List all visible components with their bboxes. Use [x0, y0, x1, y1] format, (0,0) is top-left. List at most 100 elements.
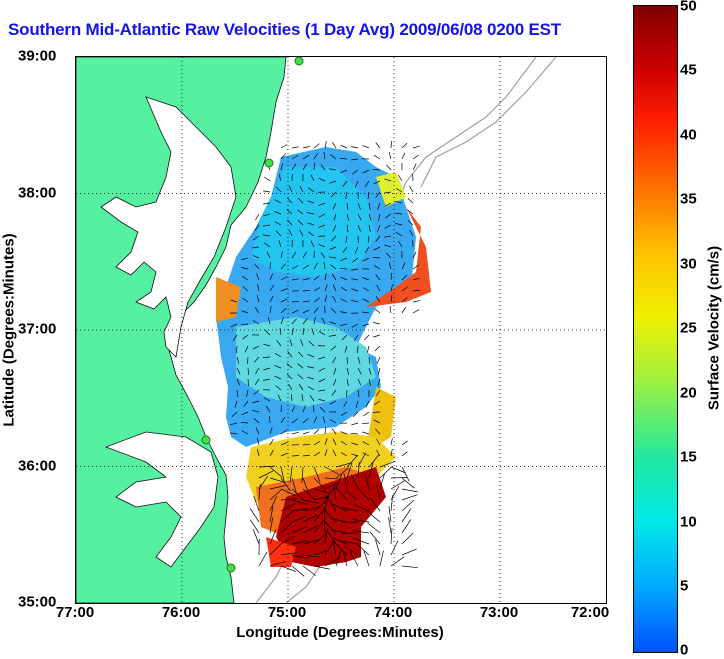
- velocity-arrow: [362, 277, 370, 281]
- velocity-arrow: [384, 224, 392, 229]
- velocity-arrow: [302, 405, 306, 413]
- velocity-arrow: [346, 454, 358, 468]
- velocity-arrow: [329, 321, 337, 325]
- velocity-arrow: [324, 466, 340, 475]
- velocity-arrow: [302, 318, 308, 325]
- velocity-arrow: [353, 530, 370, 534]
- velocity-arrow: [332, 284, 337, 292]
- velocity-arrow: [280, 503, 296, 512]
- x-tick-label: 77:00: [55, 604, 95, 621]
- velocity-arrow: [346, 202, 349, 210]
- x-tick-label: 76:00: [161, 604, 201, 621]
- velocity-arrow: [278, 174, 282, 182]
- velocity-arrow: [263, 190, 271, 193]
- velocity-arrow: [274, 211, 282, 215]
- velocity-arrow: [291, 163, 297, 171]
- velocity-arrow: [291, 309, 299, 314]
- velocity-arrow: [407, 220, 414, 226]
- velocity-arrow: [252, 400, 260, 404]
- velocity-arrow: [401, 142, 408, 149]
- velocity-arrow: [313, 416, 318, 424]
- velocity-arrow: [373, 246, 381, 251]
- velocity-arrow: [269, 506, 274, 523]
- velocity-arrow: [242, 297, 249, 303]
- velocity-arrow: [278, 240, 282, 248]
- velocity-arrow: [323, 516, 326, 534]
- velocity-arrow: [340, 286, 348, 292]
- velocity-arrow: [313, 297, 320, 303]
- velocity-arrow: [297, 363, 304, 369]
- velocity-arrow: [401, 494, 418, 501]
- velocity-arrow: [266, 251, 271, 259]
- velocity-arrow: [329, 419, 337, 424]
- velocity-arrow: [302, 539, 319, 545]
- velocity-arrow: [346, 389, 348, 398]
- velocity-arrow: [374, 308, 381, 314]
- velocity-arrow: [361, 422, 370, 425]
- velocity-arrow: [280, 498, 297, 501]
- colorbar-tick: 15: [680, 448, 697, 466]
- velocity-arrow: [302, 264, 309, 270]
- velocity-arrow: [409, 185, 414, 193]
- velocity-arrow: [257, 284, 260, 292]
- velocity-arrow: [291, 488, 304, 501]
- velocity-arrow: [291, 278, 299, 281]
- velocity-arrow: [241, 430, 249, 435]
- velocity-arrow: [362, 311, 370, 314]
- velocity-arrow: [345, 235, 348, 243]
- velocity-arrow: [288, 229, 293, 237]
- velocity-arrow: [302, 431, 310, 435]
- velocity-arrow: [254, 224, 260, 231]
- velocity-arrow: [299, 229, 304, 237]
- velocity-arrow: [255, 213, 260, 221]
- velocity-arrow: [256, 449, 260, 457]
- velocity-arrow: [375, 428, 381, 435]
- velocity-arrow: [401, 451, 408, 457]
- velocity-arrow: [346, 224, 349, 232]
- velocity-arrow: [265, 405, 271, 413]
- velocity-arrow: [324, 486, 335, 501]
- velocity-arrow: [255, 367, 260, 375]
- velocity-arrow: [335, 550, 342, 567]
- velocity-arrow: [373, 180, 381, 185]
- velocity-arrow: [313, 488, 330, 494]
- velocity-arrow: [313, 307, 319, 314]
- velocity-arrow: [252, 255, 260, 259]
- velocity-arrow: [390, 556, 405, 567]
- velocity-arrow: [362, 169, 370, 174]
- velocity-arrow: [253, 495, 260, 512]
- velocity-arrow: [352, 257, 359, 263]
- velocity-arrow: [355, 400, 359, 408]
- velocity-arrow: [269, 438, 274, 446]
- velocity-arrow: [322, 416, 326, 424]
- velocity-arrow: [368, 367, 372, 375]
- velocity-arrow: [377, 367, 381, 375]
- velocity-arrow: [274, 365, 282, 369]
- velocity-arrow: [412, 251, 417, 259]
- graticule: [76, 57, 606, 603]
- velocity-arrow: [263, 213, 271, 217]
- velocity-arrow: [339, 268, 348, 270]
- velocity-arrow: [401, 565, 418, 569]
- velocity-arrow: [298, 384, 304, 391]
- velocity-arrow: [331, 518, 348, 523]
- velocity-arrow: [401, 548, 417, 556]
- velocity-map[interactable]: [75, 56, 607, 604]
- velocity-arrow: [269, 561, 286, 567]
- map-title: Southern Mid-Atlantic Raw Velocities (1 …: [8, 20, 561, 39]
- velocity-arrow: [249, 519, 260, 534]
- velocity-arrow: [320, 252, 326, 259]
- velocity-arrow: [363, 550, 370, 567]
- velocity-arrow: [377, 202, 381, 210]
- velocity-arrow: [412, 163, 417, 171]
- velocity-arrow: [291, 405, 296, 413]
- velocity-arrow: [335, 543, 348, 556]
- velocity-arrow: [318, 367, 326, 372]
- velocity-arrow: [318, 398, 326, 402]
- velocity-arrow: [351, 323, 359, 328]
- velocity-arrow: [263, 224, 271, 227]
- velocity-arrow: [342, 540, 359, 545]
- velocity-arrow: [375, 539, 381, 556]
- velocity-arrow: [369, 531, 381, 545]
- velocity-arrow: [280, 565, 297, 572]
